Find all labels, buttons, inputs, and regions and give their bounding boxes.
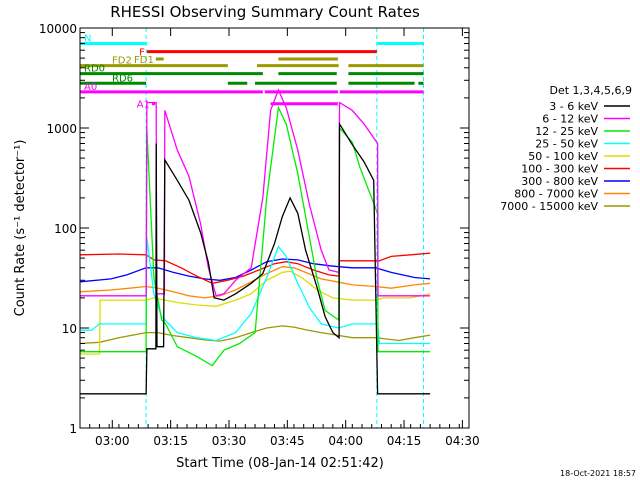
state-bar-label-1: F	[139, 48, 145, 59]
legend-label-7: 800 - 7000 keV	[514, 188, 598, 201]
plot-frame	[79, 27, 470, 429]
x-tick-label-4: 04:00	[328, 434, 363, 448]
legend-title: Det 1,3,4,5,6,9	[549, 84, 632, 97]
timestamp: 18-Oct-2021 18:57	[560, 469, 636, 478]
y-tick-label-3: 1000	[46, 122, 77, 136]
legend-label-0: 3 - 6 keV	[549, 100, 598, 113]
x-axis: 03:00 03:15 03:30 03:45 04:00 04:15 04:30	[79, 28, 480, 448]
series-line-6	[79, 258, 431, 283]
x-tick-label-6: 04:30	[445, 434, 480, 448]
y-tick-label-0: 1	[69, 422, 77, 436]
x-tick-label-5: 04:15	[387, 434, 422, 448]
legend-label-2: 12 - 25 keV	[535, 125, 598, 138]
legend-label-5: 100 - 300 keV	[521, 163, 598, 176]
series-line-5	[79, 252, 431, 284]
chart-title: RHESSI Observing Summary Count Rates	[110, 3, 420, 21]
x-tick-label-1: 03:15	[153, 434, 188, 448]
legend-label-4: 50 - 100 keV	[528, 150, 598, 163]
legend-label-6: 300 - 800 keV	[521, 175, 598, 188]
state-bar-label-2: FD1	[134, 55, 154, 66]
x-axis-label: Start Time (08-Jan-14 02:51:42)	[176, 456, 384, 471]
state-bar-label-4: RD0	[84, 64, 105, 75]
series-line-1	[80, 88, 431, 297]
legend-label-8: 7000 - 15000 keV	[500, 200, 598, 213]
legend-label-1: 6 - 12 keV	[542, 113, 598, 126]
series-line-8	[79, 325, 431, 345]
y-axis: 1 10 100 1000 10000	[39, 22, 469, 436]
y-tick-label-4: 10000	[39, 22, 77, 36]
x-tick-label-3: 03:45	[270, 434, 305, 448]
y-tick-label-1: 10	[62, 322, 77, 336]
series-line-2	[80, 105, 431, 367]
state-bar-label-5: RD6	[112, 73, 133, 84]
x-tick-label-2: 03:30	[212, 434, 247, 448]
y-axis-label: Count Rate (s⁻¹ detector⁻¹)	[13, 140, 28, 317]
state-bar-label-6: A0	[84, 82, 97, 93]
y-tick-label-2: 100	[54, 222, 77, 236]
state-bar-label-0: N	[84, 33, 91, 44]
series-line-4	[80, 270, 431, 355]
state-bar-label-3: FD2	[112, 56, 132, 67]
x-tick-label-0: 03:00	[95, 434, 130, 448]
series-line-7	[79, 266, 431, 299]
state-bar-label-7: A1	[137, 100, 150, 111]
legend-label-3: 25 - 50 keV	[535, 138, 598, 151]
series-line-0	[80, 121, 431, 395]
